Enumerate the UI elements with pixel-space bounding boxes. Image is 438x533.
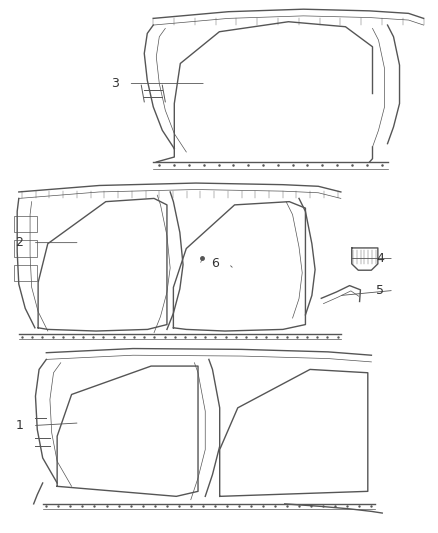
Bar [14,240,36,256]
Bar [14,216,36,232]
Text: 5: 5 [376,284,385,297]
Bar [14,265,36,281]
Text: 6: 6 [211,257,219,270]
Text: 2: 2 [15,236,23,249]
Text: 4: 4 [377,252,385,265]
Text: 1: 1 [15,419,23,432]
Text: 3: 3 [111,77,119,90]
